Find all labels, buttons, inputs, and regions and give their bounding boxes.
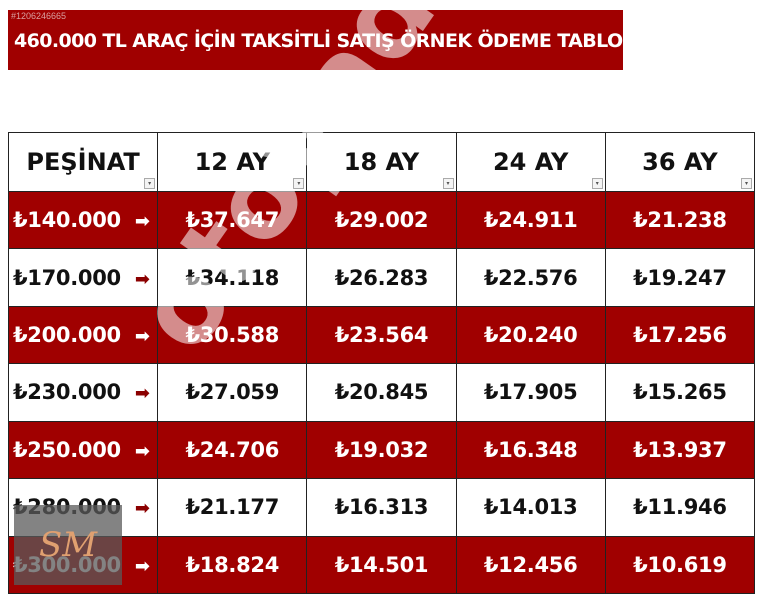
- installment-cell: ₺24.706: [157, 420, 308, 480]
- installment-cell: ₺10.619: [604, 535, 756, 595]
- installment-cell: ₺26.283: [306, 248, 457, 307]
- down-payment-cell: ₺250.000 ➡: [7, 420, 159, 480]
- table-row: ₺230.000 ➡ ₺27.059 ₺20.845 ₺17.905 ₺15.265: [7, 363, 756, 422]
- installment-cell: ₺14.013: [455, 478, 606, 537]
- right-arrow-icon: ➡: [134, 555, 150, 577]
- down-payment-value: ₺230.000: [13, 380, 121, 405]
- right-arrow-icon: ➡: [134, 383, 150, 405]
- right-arrow-icon: ➡: [134, 440, 150, 462]
- down-payment-cell: ₺170.000 ➡: [7, 248, 159, 307]
- right-arrow-icon: ➡: [134, 326, 150, 348]
- installment-cell: ₺16.313: [306, 478, 457, 537]
- column-header-label: PEŞİNAT: [26, 148, 140, 176]
- installment-cell: ₺19.032: [306, 420, 457, 480]
- column-header: 24 AY ▾: [455, 132, 606, 192]
- installment-cell: ₺21.177: [157, 478, 308, 537]
- filter-dropdown-icon[interactable]: ▾: [293, 178, 305, 189]
- down-payment-cell: ₺230.000 ➡: [7, 363, 159, 422]
- down-payment-value: ₺250.000: [13, 437, 121, 462]
- installment-cell: ₺20.845: [306, 363, 457, 422]
- sm-logo: SM: [14, 505, 122, 585]
- title-banner: #1206246665 460.000 TL ARAÇ İÇİN TAKSİTL…: [8, 10, 651, 70]
- installment-cell: ₺16.348: [455, 420, 606, 480]
- installment-cell: ₺18.824: [157, 535, 308, 595]
- column-header-label: 12 AY: [194, 148, 270, 176]
- installment-cell: ₺11.946: [604, 478, 756, 537]
- filter-dropdown-icon[interactable]: ▾: [442, 178, 454, 189]
- installment-cell: ₺20.240: [455, 305, 606, 365]
- installment-cell: ₺17.905: [455, 363, 606, 422]
- installment-cell: ₺22.576: [455, 248, 606, 307]
- down-payment-cell: ₺140.000 ➡: [7, 190, 159, 250]
- column-header-label: 18 AY: [343, 148, 420, 176]
- table-row: ₺170.000 ➡ ₺34.118 ₺26.283 ₺22.576 ₺19.247: [7, 248, 756, 307]
- column-header-label: 24 AY: [492, 148, 569, 176]
- down-payment-cell: ₺200.000 ➡: [7, 305, 159, 365]
- table-row: ₺200.000 ➡ ₺30.588 ₺23.564 ₺20.240 ₺17.256: [7, 305, 756, 365]
- installment-cell: ₺34.118: [157, 248, 308, 307]
- right-arrow-icon: ➡: [134, 268, 150, 290]
- installment-cell: ₺37.647: [157, 190, 308, 250]
- installment-cell: ₺12.456: [455, 535, 606, 595]
- installment-cell: ₺15.265: [604, 363, 756, 422]
- filter-dropdown-icon[interactable]: ▾: [591, 178, 603, 189]
- filter-dropdown-icon[interactable]: ▾: [144, 178, 156, 189]
- right-arrow-icon: ➡: [134, 498, 150, 520]
- installment-cell: ₺19.247: [604, 248, 756, 307]
- installment-cell: ₺13.937: [604, 420, 756, 480]
- header-row: PEŞİNAT ▾ 12 AY ▾ 18 AY ▾ 24 AY ▾ 36 AY ▾: [7, 132, 756, 192]
- down-payment-value: ₺200.000: [13, 323, 121, 348]
- installment-cell: ₺29.002: [306, 190, 457, 250]
- column-header: 18 AY ▾: [306, 132, 457, 192]
- filter-dropdown-icon[interactable]: ▾: [741, 178, 752, 189]
- installment-cell: ₺21.238: [604, 190, 756, 250]
- table-row: ₺140.000 ➡ ₺37.647 ₺29.002 ₺24.911 ₺21.238: [7, 190, 756, 250]
- installment-cell: ₺14.501: [306, 535, 457, 595]
- page-title: 460.000 TL ARAÇ İÇİN TAKSİTLİ SATIŞ ÖRNE…: [14, 30, 651, 52]
- payment-table: PEŞİNAT ▾ 12 AY ▾ 18 AY ▾ 24 AY ▾ 36 AY ▾ ₺140.00…: [7, 132, 756, 595]
- down-payment-value: ₺140.000: [13, 208, 121, 233]
- installment-cell: ₺24.911: [455, 190, 606, 250]
- column-header-label: 36 AY: [642, 148, 718, 176]
- down-payment-value: ₺170.000: [13, 265, 121, 290]
- right-arrow-icon: ➡: [134, 211, 150, 233]
- installment-cell: ₺23.564: [306, 305, 457, 365]
- installment-cell: ₺30.588: [157, 305, 308, 365]
- table-row: ₺250.000 ➡ ₺24.706 ₺19.032 ₺16.348 ₺13.937: [7, 420, 756, 480]
- installment-cell: ₺17.256: [604, 305, 756, 365]
- column-header: PEŞİNAT ▾: [7, 132, 159, 192]
- column-header: 12 AY ▾: [157, 132, 308, 192]
- installment-cell: ₺27.059: [157, 363, 308, 422]
- listing-id: #1206246665: [11, 11, 67, 21]
- column-header: 36 AY ▾: [604, 132, 756, 192]
